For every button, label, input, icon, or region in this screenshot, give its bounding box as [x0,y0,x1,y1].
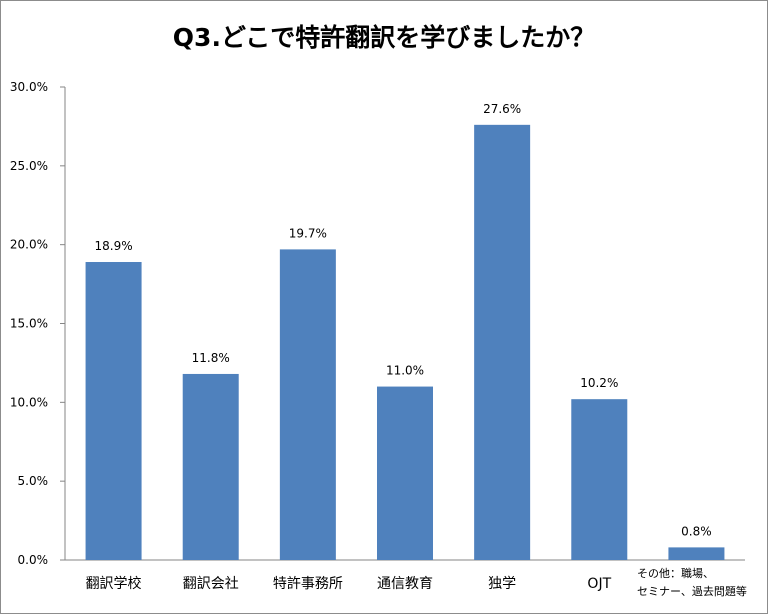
y-tick-label: 25.0% [10,159,48,173]
data-label: 11.0% [386,364,424,378]
y-tick-label: 30.0% [10,80,48,94]
y-tick-label: 5.0% [18,474,49,488]
bar [571,399,628,560]
data-label: 19.7% [289,226,327,240]
category-label: OJT [587,576,611,592]
category-label: 翻訳学校 [86,575,142,592]
bar [668,547,725,560]
data-label: 11.8% [192,351,230,365]
data-label: 0.8% [681,524,712,538]
category-label: 独学 [488,576,516,592]
category-label: その他：職場、 [637,567,714,580]
y-tick-label: 20.0% [10,238,48,252]
category-label: 翻訳会社 [183,576,239,592]
data-label: 27.6% [483,102,521,116]
bar [474,124,531,560]
data-label: 10.2% [580,376,618,390]
y-tick-label: 10.0% [10,395,48,409]
y-tick-label: 15.0% [10,317,48,331]
y-tick-label: 0.0% [18,553,49,567]
category-label: セミナー、過去問題等 [637,584,747,598]
bar [85,262,142,560]
bar [377,386,433,560]
chart-title: Q3.どこで特許翻訳を学びましたか？ [172,23,596,52]
bar [182,373,239,560]
category-label: 特許事務所 [273,576,343,592]
bar [279,249,336,560]
data-label: 18.9% [95,239,133,253]
category-label: 通信教育 [377,576,433,592]
